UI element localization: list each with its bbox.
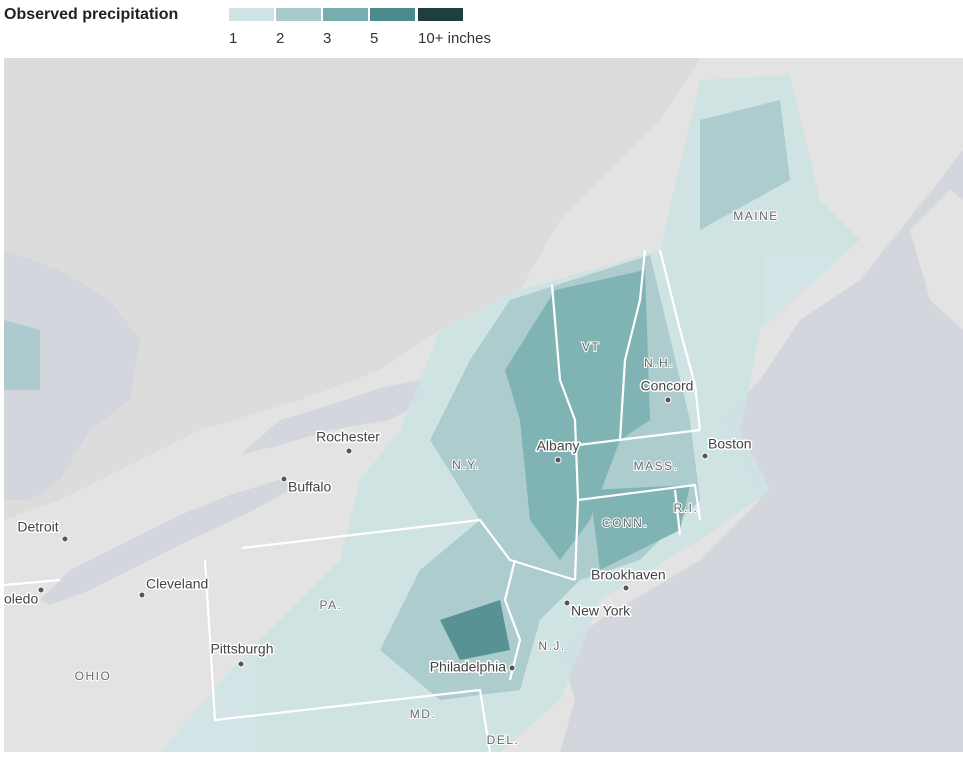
legend-title: Observed precipitation [4, 6, 178, 23]
precip-west [4, 320, 40, 390]
border-pa-w-s [203, 559, 492, 753]
border-nj [503, 559, 522, 681]
canada [4, 58, 700, 520]
legend-swatch [418, 8, 463, 21]
place-dot [554, 456, 562, 464]
state-label: OHIO [75, 669, 112, 683]
border-mass-s [577, 483, 702, 521]
state-label: R.I. [674, 501, 699, 515]
state-label: MAINE [733, 209, 779, 223]
legend-swatch [229, 8, 274, 21]
legend-label: 10+ inches [418, 30, 491, 47]
place-label: Boston [708, 436, 752, 452]
ocean [560, 58, 963, 752]
place-dot [622, 584, 630, 592]
place-label: Buffalo [288, 479, 332, 495]
border-ri [673, 489, 682, 536]
place-label: Albany [537, 438, 580, 454]
border-ny-vt [550, 284, 580, 581]
legend-label: 5 [370, 30, 378, 47]
place-dot [237, 660, 245, 668]
precipitation [4, 75, 860, 752]
lake-ontario [240, 380, 425, 455]
place-label: oledo [4, 591, 38, 607]
lake-erie [40, 478, 290, 605]
state-label: PA. [320, 598, 343, 612]
place-dot [563, 599, 571, 607]
place-label: Detroit [17, 519, 58, 535]
nova-scotia [910, 190, 963, 330]
lake-huron [4, 250, 140, 500]
state-label: N.H. [644, 356, 674, 370]
place-dot [61, 535, 69, 543]
border-nh-me [658, 249, 702, 431]
state-label: MASS. [634, 459, 679, 473]
place-dot [508, 664, 516, 672]
border-mass-n [577, 428, 701, 447]
legend-swatch [370, 8, 415, 21]
place-label: Cleveland [146, 576, 208, 592]
place-label: Rochester [316, 429, 380, 445]
place-label: Concord [641, 378, 694, 394]
legend-label: 3 [323, 30, 331, 47]
place-label: Philadelphia [430, 659, 506, 675]
place-dot [701, 452, 709, 460]
labels: Rochester Buffalo Albany Concord Boston Detro… [3, 208, 779, 748]
place-label: Brookhaven [591, 567, 666, 583]
state-label: MD. [410, 707, 437, 721]
state-label: N.J. [538, 639, 565, 653]
legend: 1 2 3 5 10+ inches [229, 8, 491, 47]
place-dot [280, 475, 288, 483]
place-dot [138, 591, 146, 599]
precip-3b [590, 485, 690, 570]
state-label: CONN. [602, 516, 648, 530]
state-label: N.Y. [452, 458, 480, 472]
legend-label: 2 [276, 30, 284, 47]
precip-3 [505, 270, 650, 560]
precip-maine [700, 100, 790, 230]
place-dot [664, 396, 672, 404]
state-label: VT [582, 340, 600, 354]
place-dot [37, 586, 45, 594]
place-label: Pittsburgh [210, 641, 273, 657]
place-label: New York [571, 603, 631, 619]
map [3, 58, 963, 753]
border-ny-pa [241, 518, 576, 582]
place-dot [345, 447, 353, 455]
legend-swatch [323, 8, 368, 21]
precip-5 [440, 600, 510, 660]
border-mi-oh [3, 578, 61, 587]
border-vt-nh [618, 249, 647, 441]
legend-swatch [276, 8, 321, 21]
legend-label: 1 [229, 30, 237, 47]
state-label: DEL. [487, 733, 520, 747]
